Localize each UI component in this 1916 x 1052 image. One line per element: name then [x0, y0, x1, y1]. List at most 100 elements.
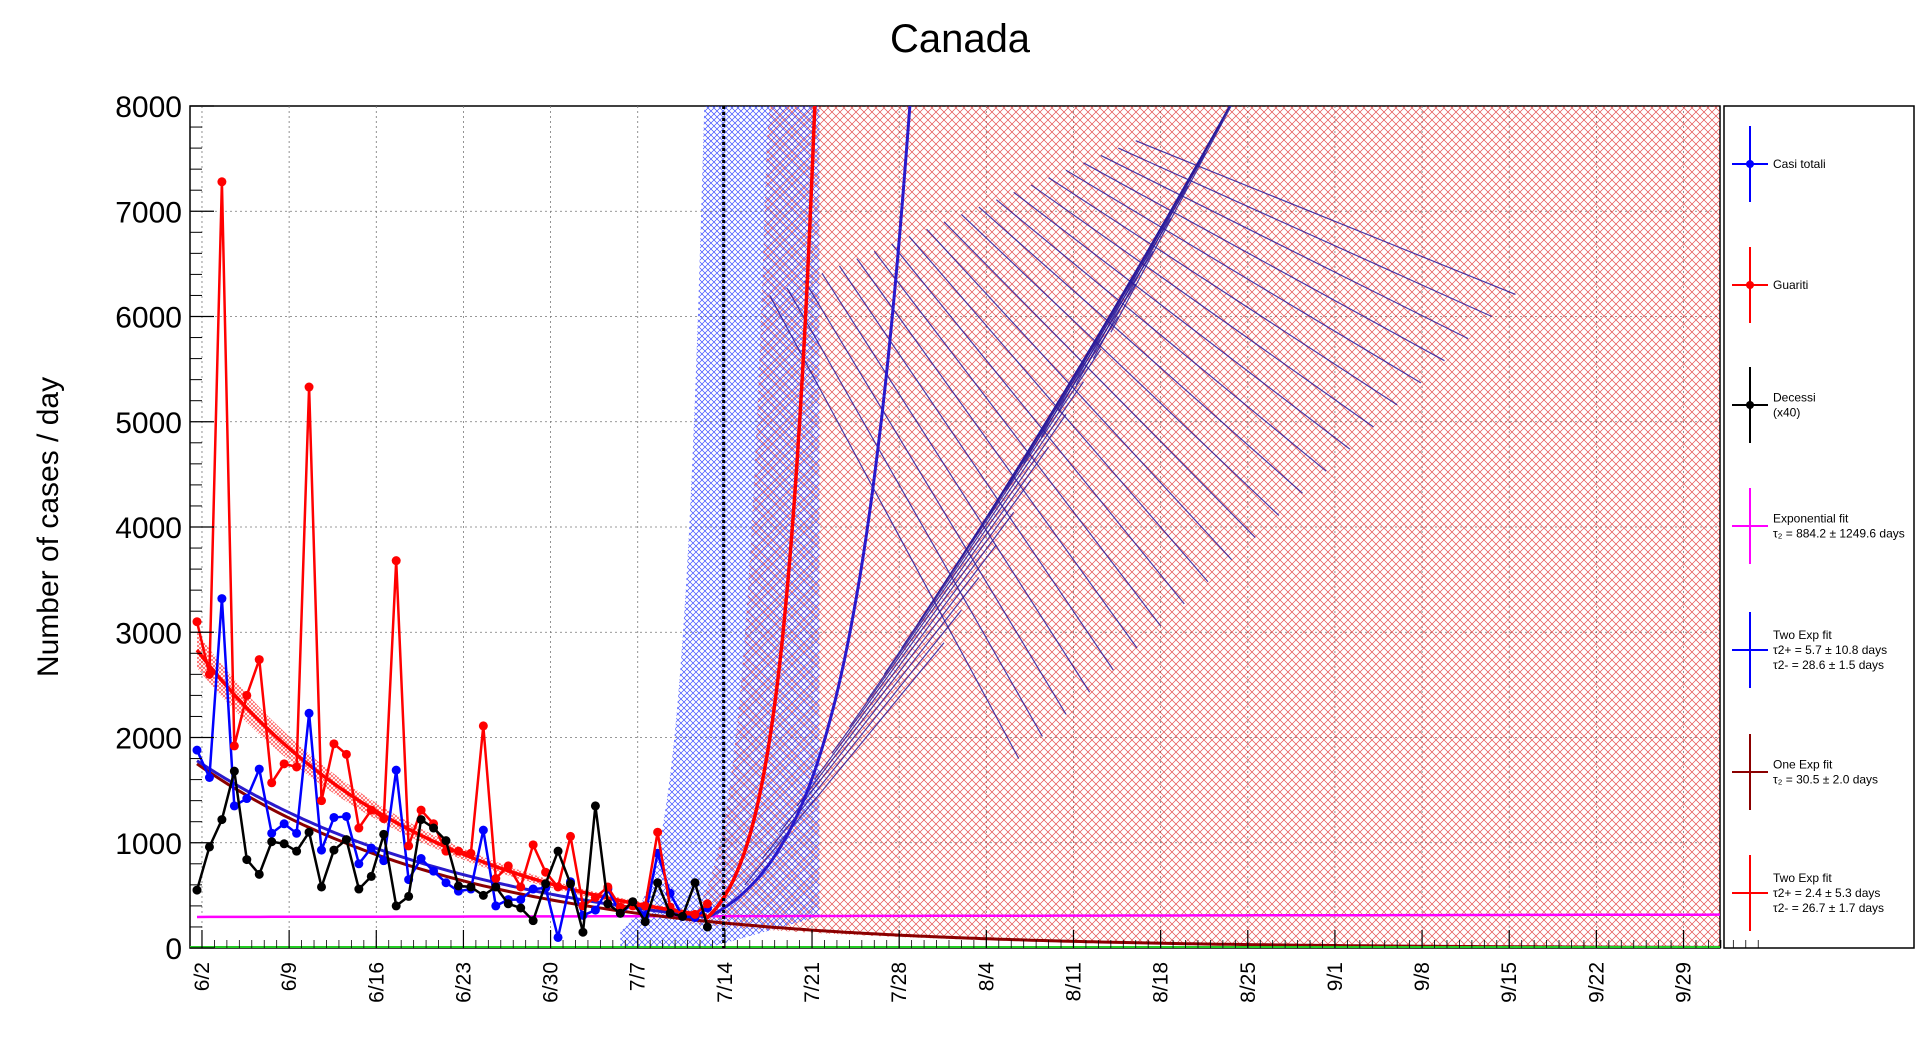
- data-point-decessi: [366, 871, 376, 881]
- navy-hatch-line: [831, 479, 1032, 754]
- data-point-casi-totali: [329, 812, 339, 822]
- navy-hatch-line: [744, 642, 945, 886]
- legend-marker: [1746, 281, 1754, 289]
- data-point-casi-totali: [429, 866, 439, 876]
- data-point-guariti: [204, 669, 214, 679]
- navy-hatch-line: [873, 250, 1162, 627]
- data-point-casi-totali: [366, 843, 376, 853]
- legend-label: Two Exp fit: [1773, 628, 1832, 642]
- navy-hatch-line: [786, 287, 1043, 737]
- x-tick-label: 8/18: [1150, 962, 1173, 1003]
- x-tick-label: 6/9: [278, 962, 301, 991]
- navy-hatch-line: [796, 544, 997, 807]
- data-point-guariti: [503, 861, 513, 871]
- data-point-decessi: [329, 845, 339, 855]
- x-tick-label: 9/1: [1324, 962, 1347, 991]
- navy-hatch-line: [978, 206, 1303, 494]
- data-point-casi-totali: [192, 745, 202, 755]
- data-point-decessi: [578, 927, 588, 937]
- data-point-decessi: [503, 899, 513, 909]
- data-point-decessi: [279, 839, 289, 849]
- legend-label: Decessi: [1773, 391, 1816, 405]
- navy-hatch-line: [1048, 177, 1398, 406]
- data-point-guariti: [590, 892, 600, 902]
- data-point-casi-totali: [217, 594, 227, 604]
- navy-hatch-line: [1135, 140, 1516, 295]
- data-point-guariti: [242, 690, 252, 700]
- legend-marker: [1746, 160, 1754, 168]
- legend-label: τ₂ = 30.5 ± 2.0 days: [1773, 773, 1878, 787]
- data-point-decessi: [528, 916, 538, 926]
- data-point-guariti: [229, 741, 239, 751]
- legend-label: τ₂ = 884.2 ± 1249.6 days: [1773, 527, 1905, 541]
- data-point-guariti: [292, 762, 302, 772]
- x-tick-label: 8/11: [1062, 962, 1085, 1001]
- legend-entry: Decessi(x40): [1732, 367, 1816, 443]
- data-point-guariti: [653, 827, 663, 837]
- legend-entry: Guariti: [1732, 247, 1808, 323]
- data-point-guariti: [516, 882, 526, 892]
- x-tick-label: 9/29: [1673, 962, 1696, 1003]
- legend-marker: [1746, 401, 1754, 409]
- data-point-guariti: [279, 759, 289, 769]
- data-point-decessi: [628, 897, 638, 907]
- data-point-decessi: [292, 846, 302, 856]
- y-tick-label: 6000: [115, 302, 182, 335]
- x-tick-label: 7/14: [714, 962, 737, 1003]
- navy-hatch-line: [848, 446, 1050, 728]
- data-point-decessi: [354, 884, 364, 894]
- navy-hatch-line: [779, 577, 980, 833]
- data-point-guariti: [553, 882, 563, 892]
- navy-hatch-line: [891, 243, 1185, 605]
- legend-label: Casi totali: [1773, 157, 1826, 171]
- data-point-guariti: [453, 846, 463, 856]
- data-point-guariti: [702, 899, 712, 909]
- data-point-decessi: [192, 885, 202, 895]
- navy-hatch-line: [995, 199, 1327, 472]
- data-point-guariti: [391, 556, 401, 566]
- y-tick-label: 5000: [115, 407, 182, 440]
- x-tick-label: 6/30: [540, 962, 563, 1003]
- data-point-decessi: [267, 837, 277, 847]
- legend-label: One Exp fit: [1773, 758, 1833, 772]
- data-point-casi-totali: [292, 828, 302, 838]
- legend: Casi totali Guariti Decessi(x40) Exponentia…: [1732, 126, 1905, 931]
- data-point-decessi: [491, 882, 501, 892]
- red-uncertainty-band: [688, 106, 1720, 948]
- x-tick-label: 7/28: [888, 962, 911, 1003]
- legend-label: Exponential fit: [1773, 512, 1849, 526]
- data-point-guariti: [491, 874, 501, 884]
- data-point-decessi: [242, 855, 252, 865]
- x-tick-label: 8/25: [1237, 962, 1260, 1003]
- data-point-decessi: [404, 891, 414, 901]
- data-point-guariti: [304, 382, 314, 392]
- data-point-decessi: [702, 922, 712, 932]
- navy-hatch-line: [1013, 191, 1351, 450]
- navy-hatch-line: [1065, 169, 1422, 384]
- data-point-decessi: [678, 911, 688, 921]
- x-tick-label: 9/8: [1411, 962, 1434, 991]
- data-point-casi-totali: [229, 801, 239, 811]
- navy-hatch-line: [814, 511, 1015, 780]
- navy-hatch-line: [866, 414, 1067, 702]
- y-tick-label: 8000: [115, 91, 182, 124]
- data-point-casi-totali: [354, 859, 364, 869]
- data-point-decessi: [690, 878, 700, 888]
- x-tick-label: 6/2: [191, 962, 214, 991]
- axis-ticks: 0 1000 2000 3000 4000 5000 6000 7000 8000 6/2 6/9 6…: [115, 91, 1759, 1003]
- data-point-decessi: [640, 917, 650, 927]
- data-point-guariti: [466, 848, 476, 858]
- data-point-decessi: [379, 829, 389, 839]
- x-tick-label: 8/4: [975, 962, 998, 992]
- data-point-decessi: [304, 827, 314, 837]
- data-point-guariti: [416, 805, 426, 815]
- navy-hatch-line: [1083, 162, 1445, 362]
- data-point-decessi: [603, 899, 613, 909]
- y-axis-label: Number of cases / day: [32, 377, 65, 677]
- x-tick-label: 6/16: [365, 962, 388, 1003]
- y-tick-label: 2000: [115, 723, 182, 756]
